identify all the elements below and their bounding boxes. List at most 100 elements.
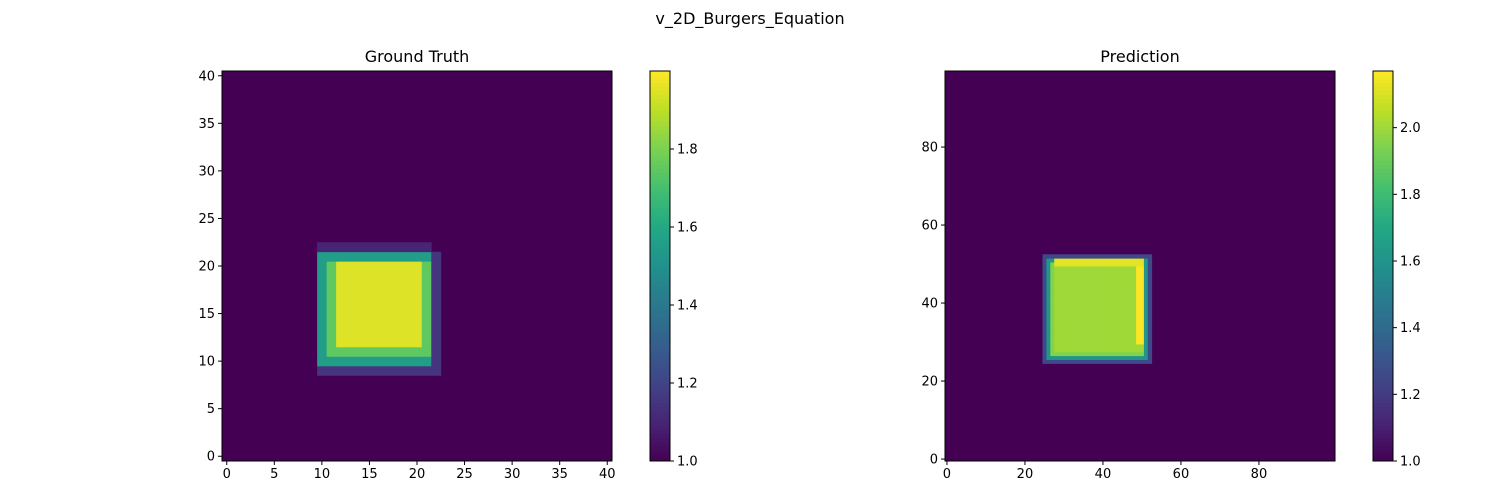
heatmap-cell <box>374 299 385 310</box>
x-tick-label: 5 <box>270 467 278 482</box>
heatmap-cell <box>1143 308 1149 314</box>
heatmap-cell <box>355 242 366 253</box>
colorbar-tick-label: 1.4 <box>1400 321 1421 336</box>
heatmap-cell <box>1101 289 1106 294</box>
heatmap-cell <box>1065 332 1071 337</box>
heatmap-cell <box>1069 340 1075 345</box>
heatmap-cell <box>1143 293 1149 298</box>
panel-ground-truth-title: Ground Truth <box>365 47 470 66</box>
colorbar-segment <box>1373 351 1393 357</box>
heatmap-cell <box>1132 266 1137 271</box>
colorbar-segment <box>650 312 670 318</box>
heatmap-cell <box>1085 359 1090 364</box>
heatmap-cell <box>1147 297 1153 302</box>
heatmap-cell <box>1128 266 1133 271</box>
colorbar-segment <box>1373 398 1393 403</box>
colorbar-segment <box>650 441 670 446</box>
heatmap-cell <box>1089 324 1094 329</box>
heatmap-cell <box>1128 316 1133 321</box>
heatmap-cell <box>1085 324 1090 329</box>
heatmap-cell <box>1147 351 1153 357</box>
heatmap-cell <box>1054 340 1059 345</box>
heatmap-cell <box>1101 277 1106 282</box>
heatmap-cell <box>364 327 375 338</box>
heatmap-cell <box>1081 254 1086 259</box>
heatmap-cell <box>1062 266 1067 271</box>
heatmap-cell <box>1054 316 1059 321</box>
heatmap-cell <box>383 308 394 319</box>
heatmap-cell <box>336 365 347 376</box>
heatmap-cell <box>1108 281 1114 286</box>
heatmap-cell <box>1081 336 1086 341</box>
heatmap-cell <box>1077 336 1082 341</box>
colorbar-segment <box>1373 437 1393 442</box>
heatmap-cell <box>1143 359 1149 364</box>
heatmap-cell <box>1085 269 1090 275</box>
heatmap-cell <box>1054 351 1059 357</box>
heatmap-cell <box>431 299 442 310</box>
heatmap-cell <box>1116 336 1121 341</box>
heatmap-cell <box>1058 340 1063 345</box>
colorbar-segment <box>650 160 670 166</box>
colorbar-tick-label: 1.2 <box>1400 388 1421 403</box>
y-tick-label: 60 <box>921 219 938 234</box>
heatmap-cell <box>1140 351 1145 357</box>
heatmap-cell <box>1143 262 1149 267</box>
heatmap-cell <box>1116 262 1121 267</box>
heatmap-cell <box>1136 347 1141 353</box>
heatmap-cell <box>1143 347 1149 353</box>
heatmap-cell <box>1120 281 1125 286</box>
heatmap-cell <box>1140 312 1145 318</box>
heatmap-cell <box>1108 254 1114 259</box>
heatmap-cell <box>1058 332 1063 337</box>
colorbar-segment <box>1373 320 1393 325</box>
x-tick-label: 60 <box>1173 467 1190 482</box>
heatmap-cell <box>1101 344 1106 349</box>
heatmap-cell <box>1136 269 1141 275</box>
heatmap-cell <box>431 261 442 272</box>
heatmap-cell <box>1081 332 1086 337</box>
heatmap-cell <box>1147 316 1153 321</box>
heatmap-cell <box>1147 266 1153 271</box>
colorbar-segment <box>650 266 670 271</box>
heatmap-cell <box>1046 254 1051 259</box>
heatmap-cell <box>1050 273 1055 279</box>
heatmap-cell <box>1104 285 1110 290</box>
colorbar-segment <box>1373 445 1393 450</box>
heatmap-cell <box>1058 308 1063 314</box>
heatmap-cell <box>1108 266 1114 271</box>
heatmap-cell <box>1124 316 1129 321</box>
heatmap-cell <box>1101 301 1106 306</box>
x-tick-label: 35 <box>551 467 568 482</box>
heatmap-cell <box>1112 285 1117 290</box>
heatmap-cell <box>1065 305 1071 310</box>
heatmap-cell <box>1046 305 1051 310</box>
colorbar-segment <box>650 305 670 310</box>
heatmap-cell <box>1054 262 1059 267</box>
heatmap-cell <box>1097 277 1102 282</box>
heatmap-cell <box>317 270 328 281</box>
heatmap-cell <box>317 327 328 338</box>
heatmap-cell <box>1054 344 1059 349</box>
heatmap-cell <box>1140 262 1145 267</box>
heatmap-cell <box>355 327 366 338</box>
heatmap-cell <box>355 261 366 272</box>
heatmap-cell <box>1069 273 1075 279</box>
heatmap-cell <box>1104 312 1110 318</box>
heatmap-cell <box>1093 285 1098 290</box>
colorbar-segment <box>1373 191 1393 197</box>
colorbar-segment <box>1373 184 1393 189</box>
heatmap-cell <box>1065 336 1071 341</box>
heatmap-cell <box>1050 347 1055 353</box>
colorbar-segment <box>1373 223 1393 228</box>
heatmap-cell <box>1042 281 1047 286</box>
colorbar-segment <box>1373 363 1393 368</box>
heatmap-cell <box>1058 285 1063 290</box>
heatmap-cell <box>355 251 366 262</box>
heatmap-cell <box>1077 344 1082 349</box>
colorbar-segment <box>650 363 670 368</box>
heatmap-cell <box>1081 359 1086 364</box>
heatmap-cell <box>1081 258 1086 263</box>
colorbar-segment <box>1373 410 1393 415</box>
heatmap-cell <box>1124 281 1129 286</box>
